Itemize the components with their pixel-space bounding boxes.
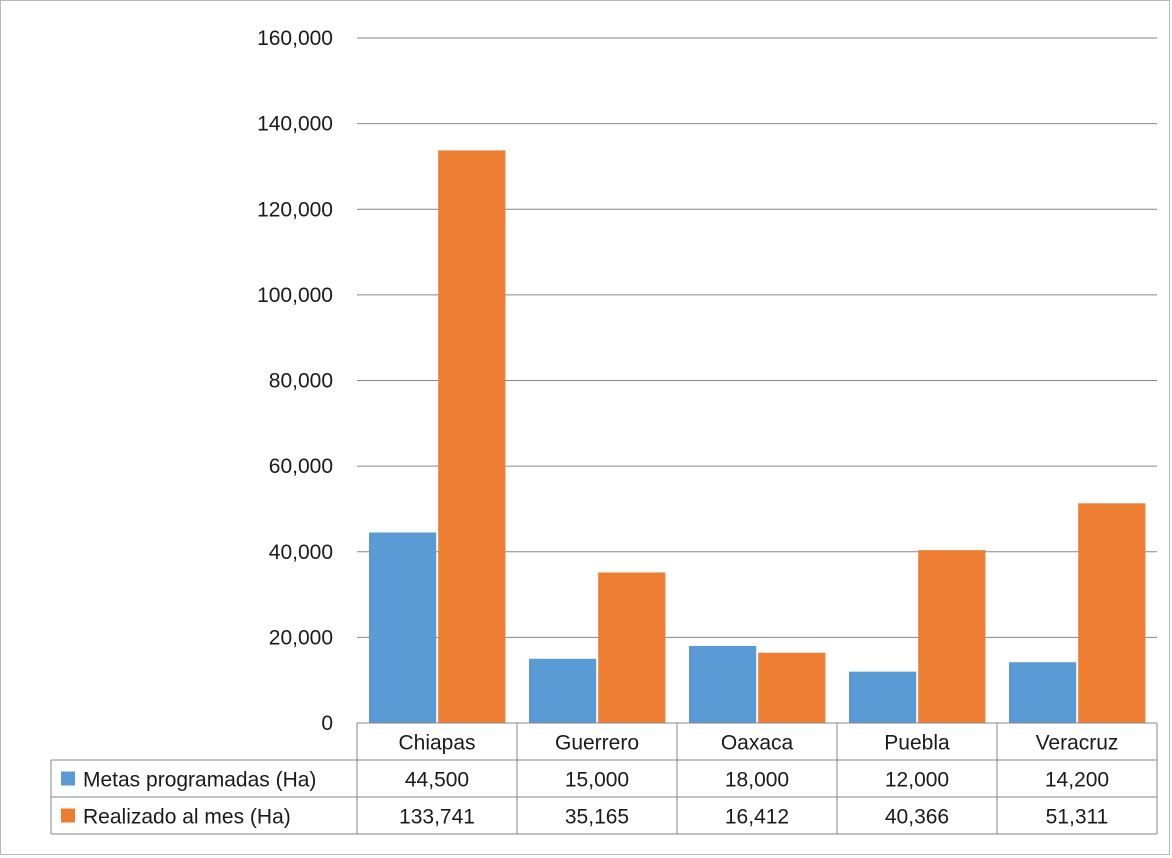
y-tick-label: 100,000 — [257, 284, 333, 307]
x-tick-label: Veracruz — [1036, 732, 1119, 755]
data-label: 40,366 — [885, 806, 949, 829]
data-label: 133,741 — [399, 806, 475, 829]
bar-metas-chiapas — [369, 532, 437, 723]
x-tick-label: Chiapas — [398, 732, 475, 755]
data-label: 35,165 — [565, 806, 629, 829]
bar-metas-oaxaca — [689, 645, 757, 723]
y-tick-label: 0 — [321, 712, 333, 735]
y-tick-label: 160,000 — [257, 27, 333, 50]
bar-metas-guerrero — [529, 658, 597, 723]
data-label: 51,311 — [1046, 806, 1109, 829]
y-tick-label: 80,000 — [269, 370, 333, 393]
y-tick-label: 120,000 — [257, 198, 333, 221]
y-tick-label: 40,000 — [269, 541, 333, 564]
bar-realizado-veracruz — [1078, 503, 1146, 723]
y-tick-label: 60,000 — [269, 455, 333, 478]
bar-metas-veracruz — [1009, 662, 1077, 723]
y-tick-label: 20,000 — [269, 626, 333, 649]
bar-realizado-guerrero — [598, 572, 666, 723]
x-tick-label: Oaxaca — [721, 732, 794, 755]
x-tick-label: Puebla — [884, 732, 950, 755]
data-label: 44,500 — [405, 769, 469, 792]
legend-swatch — [61, 771, 75, 786]
data-label: 18,000 — [725, 769, 789, 792]
data-label: 15,000 — [565, 769, 629, 792]
x-tick-label: Guerrero — [555, 732, 639, 755]
data-label: 12,000 — [885, 769, 949, 792]
data-label: 16,412 — [725, 806, 789, 829]
y-tick-label: 140,000 — [257, 113, 333, 136]
data-label: 14,200 — [1045, 769, 1109, 792]
bar-metas-puebla — [849, 671, 917, 723]
legend-label: Metas programadas (Ha) — [83, 769, 316, 792]
bar-realizado-oaxaca — [758, 652, 826, 723]
legend-label: Realizado al mes (Ha) — [83, 806, 291, 829]
bar-realizado-puebla — [918, 550, 986, 723]
legend-swatch — [61, 808, 75, 823]
bar-realizado-chiapas — [438, 150, 506, 724]
